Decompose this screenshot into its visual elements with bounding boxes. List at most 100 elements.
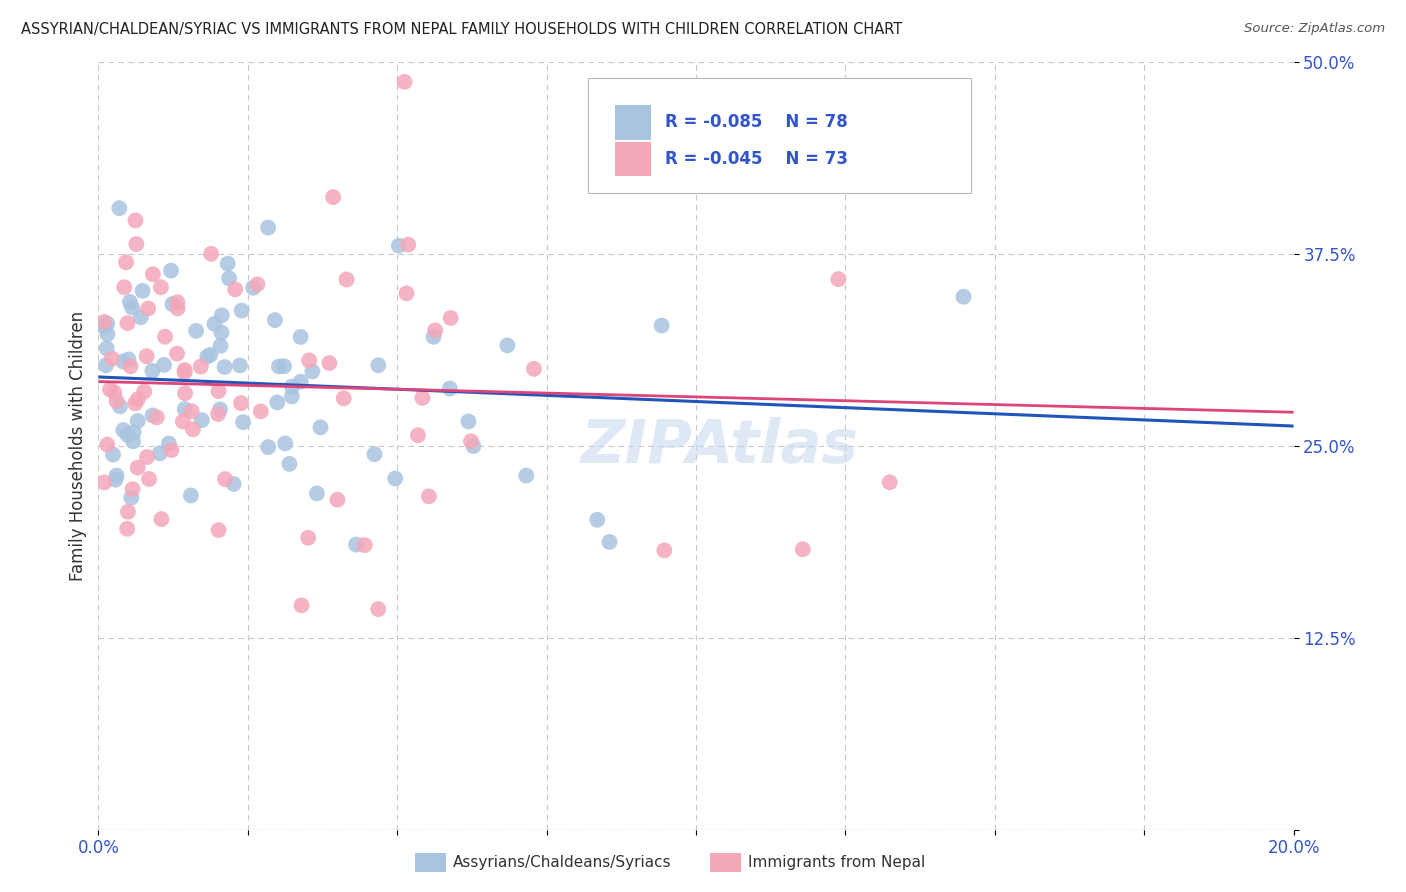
Point — [96, 342, 118, 356]
Point — [290, 330, 312, 344]
Point — [267, 359, 290, 374]
Point — [166, 295, 188, 310]
FancyBboxPatch shape — [589, 78, 972, 193]
Point — [298, 353, 321, 368]
Point — [136, 301, 159, 316]
Point — [224, 282, 246, 296]
Point — [418, 489, 440, 503]
Point — [232, 415, 254, 429]
Point — [103, 385, 125, 400]
Text: Source: ZipAtlas.com: Source: ZipAtlas.com — [1244, 22, 1385, 36]
Point — [207, 523, 229, 537]
Point — [136, 450, 159, 464]
Point — [149, 446, 172, 460]
Point — [127, 460, 149, 475]
Point — [174, 386, 197, 401]
Point — [496, 338, 519, 352]
Point — [104, 473, 127, 487]
Point — [120, 491, 142, 505]
Point — [218, 271, 240, 285]
Point — [117, 352, 139, 367]
Point — [94, 359, 117, 373]
Text: Immigrants from Nepal: Immigrants from Nepal — [748, 855, 925, 870]
Text: R = -0.045    N = 73: R = -0.045 N = 73 — [665, 150, 848, 168]
Point — [229, 396, 252, 410]
Point — [384, 471, 406, 485]
Point — [108, 201, 131, 215]
Point — [273, 359, 295, 374]
Point — [439, 382, 461, 396]
Point — [149, 280, 172, 294]
Point — [229, 359, 252, 373]
Point — [363, 447, 385, 461]
Point — [127, 392, 149, 407]
Point — [827, 272, 849, 286]
Point — [93, 320, 115, 334]
Point — [122, 425, 145, 440]
Point — [217, 257, 239, 271]
Point — [344, 538, 367, 552]
Point — [150, 512, 173, 526]
Point — [214, 359, 236, 374]
Point — [142, 267, 165, 281]
FancyBboxPatch shape — [614, 142, 651, 177]
Point — [457, 415, 479, 429]
Point — [180, 404, 202, 418]
Point — [129, 310, 152, 325]
Point — [101, 351, 124, 366]
Point — [301, 364, 323, 378]
Point — [115, 255, 138, 269]
Point — [249, 404, 271, 418]
Point — [222, 477, 245, 491]
Point — [422, 330, 444, 344]
Point — [523, 362, 546, 376]
Point — [388, 238, 411, 252]
Point — [599, 535, 621, 549]
Point — [195, 350, 218, 364]
Point — [96, 317, 118, 331]
Point — [318, 356, 340, 370]
Point — [115, 522, 138, 536]
Point — [153, 358, 176, 372]
Point — [214, 472, 236, 486]
Point — [257, 440, 280, 454]
Point — [367, 602, 389, 616]
Text: ZIPAtlas: ZIPAtlas — [581, 417, 859, 475]
Point — [125, 237, 148, 252]
Point — [124, 213, 146, 227]
Point — [515, 468, 537, 483]
Point — [440, 310, 463, 325]
Point — [112, 354, 135, 368]
Point — [117, 316, 139, 330]
Point — [207, 384, 229, 398]
Point — [108, 400, 131, 414]
Point — [122, 434, 145, 449]
Point — [160, 443, 183, 458]
Point — [191, 413, 214, 427]
Point — [96, 437, 118, 451]
Point — [396, 237, 419, 252]
Point — [332, 392, 354, 406]
Point — [411, 391, 433, 405]
Point — [326, 492, 349, 507]
Point — [118, 294, 141, 309]
Point — [290, 375, 312, 389]
Point — [146, 410, 169, 425]
Point — [131, 284, 153, 298]
Point — [166, 346, 188, 360]
Point — [207, 407, 229, 421]
Point — [135, 349, 157, 363]
Point — [124, 396, 146, 410]
Point — [792, 542, 814, 557]
Point — [274, 436, 297, 450]
Point — [322, 190, 344, 204]
Point — [134, 384, 156, 399]
Point — [281, 389, 304, 403]
Point — [186, 324, 208, 338]
Point — [105, 468, 128, 483]
Point — [305, 486, 328, 500]
Text: ASSYRIAN/CHALDEAN/SYRIAC VS IMMIGRANTS FROM NEPAL FAMILY HOUSEHOLDS WITH CHILDRE: ASSYRIAN/CHALDEAN/SYRIAC VS IMMIGRANTS F… — [21, 22, 903, 37]
Point — [172, 415, 194, 429]
Point — [211, 308, 233, 322]
Text: R = -0.085    N = 78: R = -0.085 N = 78 — [665, 113, 848, 131]
